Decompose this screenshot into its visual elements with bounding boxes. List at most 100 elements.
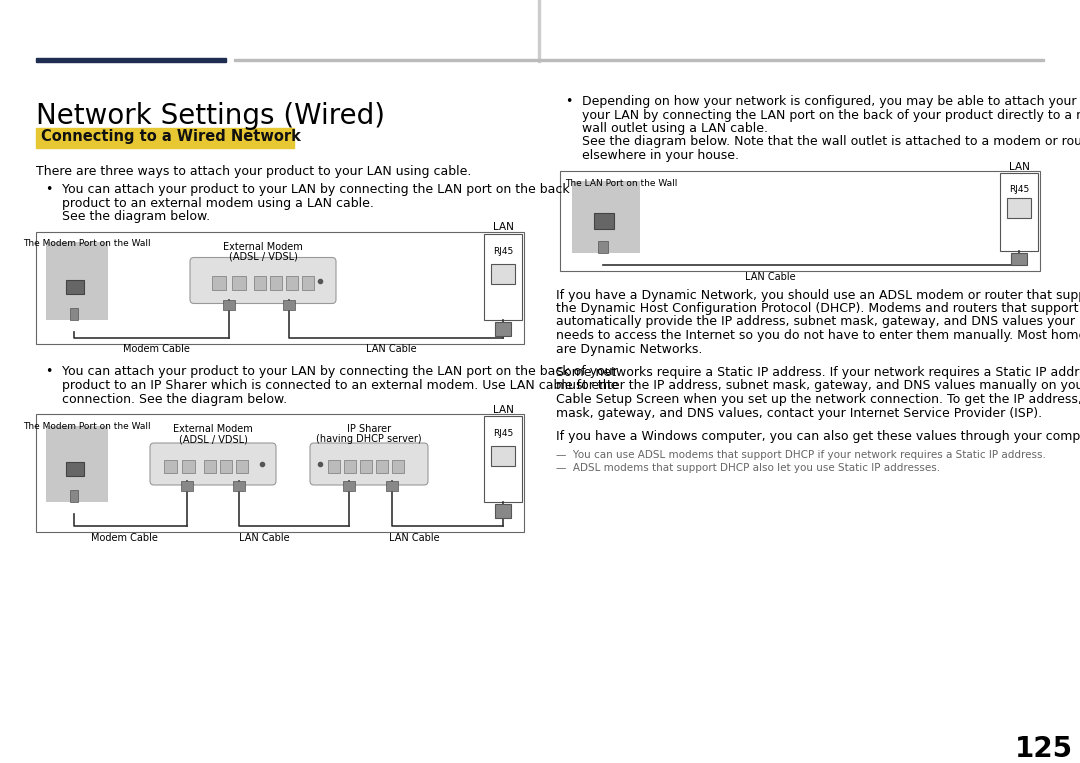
Text: LAN Cable: LAN Cable bbox=[366, 345, 416, 355]
Bar bbox=[46, 426, 108, 502]
Bar bbox=[164, 460, 177, 473]
Bar bbox=[386, 481, 399, 491]
Text: IP Sharer: IP Sharer bbox=[347, 424, 391, 434]
Text: 125: 125 bbox=[1015, 735, 1074, 763]
Bar bbox=[70, 307, 78, 320]
Text: Connecting to a Wired Network: Connecting to a Wired Network bbox=[41, 129, 301, 144]
Text: elsewhere in your house.: elsewhere in your house. bbox=[582, 149, 739, 162]
Text: product to an external modem using a LAN cable.: product to an external modem using a LAN… bbox=[62, 197, 374, 210]
Bar bbox=[561, 170, 1040, 271]
Bar bbox=[70, 490, 78, 502]
Text: Some networks require a Static IP address. If your network requires a Static IP : Some networks require a Static IP addres… bbox=[556, 366, 1080, 379]
Bar bbox=[376, 460, 388, 473]
Bar bbox=[283, 300, 295, 310]
Bar bbox=[491, 446, 515, 466]
Bar bbox=[495, 504, 511, 518]
Bar bbox=[220, 460, 232, 473]
Text: must enter the IP address, subnet mask, gateway, and DNS values manually on your: must enter the IP address, subnet mask, … bbox=[556, 379, 1080, 392]
Text: product to an IP Sharer which is connected to an external modem. Use LAN cable f: product to an IP Sharer which is connect… bbox=[62, 379, 619, 392]
Text: (ADSL / VDSL): (ADSL / VDSL) bbox=[178, 434, 247, 444]
FancyBboxPatch shape bbox=[190, 257, 336, 304]
Text: LAN: LAN bbox=[1009, 162, 1029, 172]
Text: needs to access the Internet so you do not have to enter them manually. Most hom: needs to access the Internet so you do n… bbox=[556, 329, 1080, 342]
Text: your LAN by connecting the LAN port on the back of your product directly to a ne: your LAN by connecting the LAN port on t… bbox=[582, 108, 1080, 121]
Bar bbox=[538, 0, 540, 62]
Bar bbox=[270, 275, 282, 289]
Bar bbox=[598, 240, 608, 253]
Text: If you have a Windows computer, you can also get these values through your compu: If you have a Windows computer, you can … bbox=[556, 430, 1080, 443]
Bar bbox=[36, 128, 294, 148]
Bar bbox=[181, 481, 193, 491]
Text: •: • bbox=[565, 95, 572, 108]
Text: (having DHCP server): (having DHCP server) bbox=[316, 434, 422, 444]
Bar bbox=[36, 57, 226, 62]
Bar bbox=[286, 275, 298, 289]
Text: External Modem: External Modem bbox=[224, 242, 302, 252]
Text: The Modem Port on the Wall: The Modem Port on the Wall bbox=[23, 422, 151, 431]
Bar bbox=[36, 231, 524, 343]
Bar bbox=[484, 233, 522, 320]
Text: (ADSL / VDSL): (ADSL / VDSL) bbox=[229, 252, 297, 262]
Bar bbox=[1007, 198, 1031, 217]
Bar bbox=[572, 181, 640, 253]
Text: Modem Cable: Modem Cable bbox=[122, 345, 189, 355]
Text: External Modem: External Modem bbox=[173, 424, 253, 434]
Bar bbox=[36, 414, 524, 532]
Text: LAN Cable: LAN Cable bbox=[745, 272, 795, 282]
Text: mask, gateway, and DNS values, contact your Internet Service Provider (ISP).: mask, gateway, and DNS values, contact y… bbox=[556, 407, 1042, 420]
Text: You can attach your product to your LAN by connecting the LAN port on the back o: You can attach your product to your LAN … bbox=[62, 365, 618, 378]
Bar bbox=[484, 416, 522, 502]
Text: See the diagram below.: See the diagram below. bbox=[62, 210, 211, 223]
Text: automatically provide the IP address, subnet mask, gateway, and DNS values your : automatically provide the IP address, su… bbox=[556, 315, 1080, 329]
Text: Depending on how your network is configured, you may be able to attach your prod: Depending on how your network is configu… bbox=[582, 95, 1080, 108]
Bar bbox=[1011, 253, 1027, 265]
Bar bbox=[222, 300, 235, 310]
Bar bbox=[302, 275, 314, 289]
Text: The Modem Port on the Wall: The Modem Port on the Wall bbox=[23, 240, 151, 249]
Bar bbox=[66, 279, 84, 294]
Text: —  ADSL modems that support DHCP also let you use Static IP addresses.: — ADSL modems that support DHCP also let… bbox=[556, 463, 940, 473]
Bar bbox=[345, 460, 356, 473]
Bar bbox=[343, 481, 355, 491]
Bar bbox=[46, 242, 108, 320]
Text: You can attach your product to your LAN by connecting the LAN port on the back o: You can attach your product to your LAN … bbox=[62, 183, 618, 196]
FancyBboxPatch shape bbox=[150, 443, 276, 485]
Bar bbox=[254, 275, 266, 289]
Text: •: • bbox=[45, 183, 52, 196]
Text: connection. See the diagram below.: connection. See the diagram below. bbox=[62, 392, 287, 405]
Text: Cable Setup Screen when you set up the network connection. To get the IP address: Cable Setup Screen when you set up the n… bbox=[556, 393, 1080, 406]
Text: are Dynamic Networks.: are Dynamic Networks. bbox=[556, 343, 702, 356]
Bar bbox=[183, 460, 195, 473]
FancyBboxPatch shape bbox=[310, 443, 428, 485]
Text: LAN Cable: LAN Cable bbox=[239, 533, 289, 543]
Bar bbox=[328, 460, 340, 473]
Bar bbox=[204, 460, 216, 473]
Bar bbox=[232, 275, 246, 289]
Text: RJ45: RJ45 bbox=[1009, 185, 1029, 195]
Text: RJ45: RJ45 bbox=[492, 429, 513, 438]
Text: If you have a Dynamic Network, you should use an ADSL modem or router that suppo: If you have a Dynamic Network, you shoul… bbox=[556, 288, 1080, 301]
Text: Network Settings (Wired): Network Settings (Wired) bbox=[36, 102, 384, 130]
Text: —  You can use ADSL modems that support DHCP if your network requires a Static I: — You can use ADSL modems that support D… bbox=[556, 449, 1045, 459]
Bar bbox=[212, 275, 226, 289]
Text: The LAN Port on the Wall: The LAN Port on the Wall bbox=[565, 179, 677, 188]
Bar bbox=[237, 460, 248, 473]
Bar bbox=[360, 460, 372, 473]
Bar bbox=[233, 481, 245, 491]
Text: wall outlet using a LAN cable.: wall outlet using a LAN cable. bbox=[582, 122, 768, 135]
Text: •: • bbox=[45, 365, 52, 378]
Bar bbox=[392, 460, 404, 473]
Bar bbox=[491, 263, 515, 284]
Bar bbox=[234, 59, 1044, 60]
Text: the Dynamic Host Configuration Protocol (DHCP). Modems and routers that support : the Dynamic Host Configuration Protocol … bbox=[556, 302, 1080, 315]
Bar bbox=[1000, 172, 1038, 250]
Bar bbox=[66, 462, 84, 476]
Text: LAN: LAN bbox=[492, 223, 513, 233]
Bar bbox=[495, 321, 511, 336]
Bar bbox=[594, 213, 615, 228]
Text: There are three ways to attach your product to your LAN using cable.: There are three ways to attach your prod… bbox=[36, 165, 471, 178]
Text: LAN: LAN bbox=[492, 405, 513, 415]
Text: See the diagram below. Note that the wall outlet is attached to a modem or route: See the diagram below. Note that the wal… bbox=[582, 136, 1080, 149]
Text: RJ45: RJ45 bbox=[492, 246, 513, 256]
Text: Modem Cable: Modem Cable bbox=[91, 533, 158, 543]
